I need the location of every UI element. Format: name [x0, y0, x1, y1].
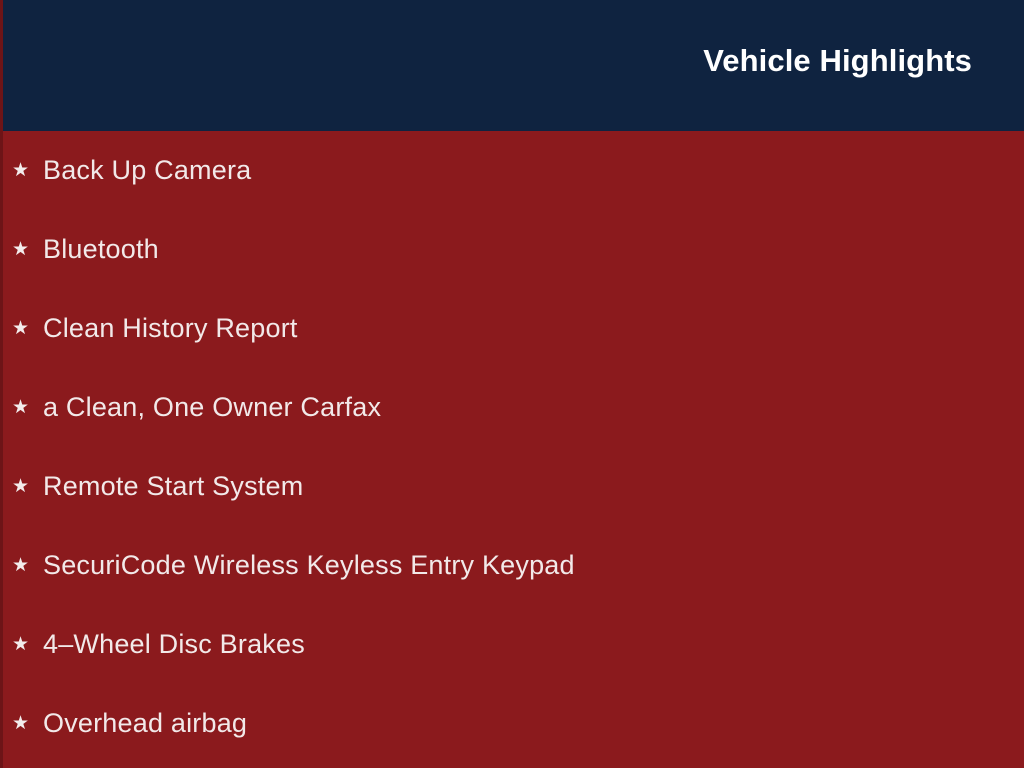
highlight-label: a Clean, One Owner Carfax [43, 392, 382, 422]
list-item: ★ Back Up Camera [3, 131, 1024, 210]
star-icon: ★ [12, 160, 30, 181]
highlight-label: Remote Start System [43, 471, 304, 501]
star-icon: ★ [12, 239, 30, 260]
list-item: ★ Bluetooth [3, 210, 1024, 289]
star-icon: ★ [12, 634, 30, 655]
star-icon: ★ [12, 397, 30, 418]
highlight-label: SecuriCode Wireless Keyless Entry Keypad [43, 550, 575, 580]
list-item: ★ a Clean, One Owner Carfax [3, 368, 1024, 447]
page-title: Vehicle Highlights [703, 43, 972, 78]
highlight-label: Back Up Camera [43, 155, 252, 185]
list-item: ★ Clean History Report [3, 289, 1024, 368]
list-item: ★ Overhead airbag [3, 684, 1024, 763]
list-item: ★ Remote Start System [3, 447, 1024, 526]
star-icon: ★ [12, 476, 30, 497]
highlight-label: Clean History Report [43, 313, 298, 343]
star-icon: ★ [12, 713, 30, 734]
list-item: ★ SecuriCode Wireless Keyless Entry Keyp… [3, 526, 1024, 605]
highlight-label: Bluetooth [43, 234, 159, 264]
highlight-label: 4–Wheel Disc Brakes [43, 629, 305, 659]
star-icon: ★ [12, 318, 30, 339]
vehicle-highlights-list: ★ Back Up Camera ★ Bluetooth ★ Clean His… [3, 131, 1024, 768]
star-icon: ★ [12, 555, 30, 576]
highlight-label: Overhead airbag [43, 708, 248, 738]
slide-header: Vehicle Highlights [3, 0, 1024, 131]
list-item: ★ 4–Wheel Disc Brakes [3, 605, 1024, 684]
